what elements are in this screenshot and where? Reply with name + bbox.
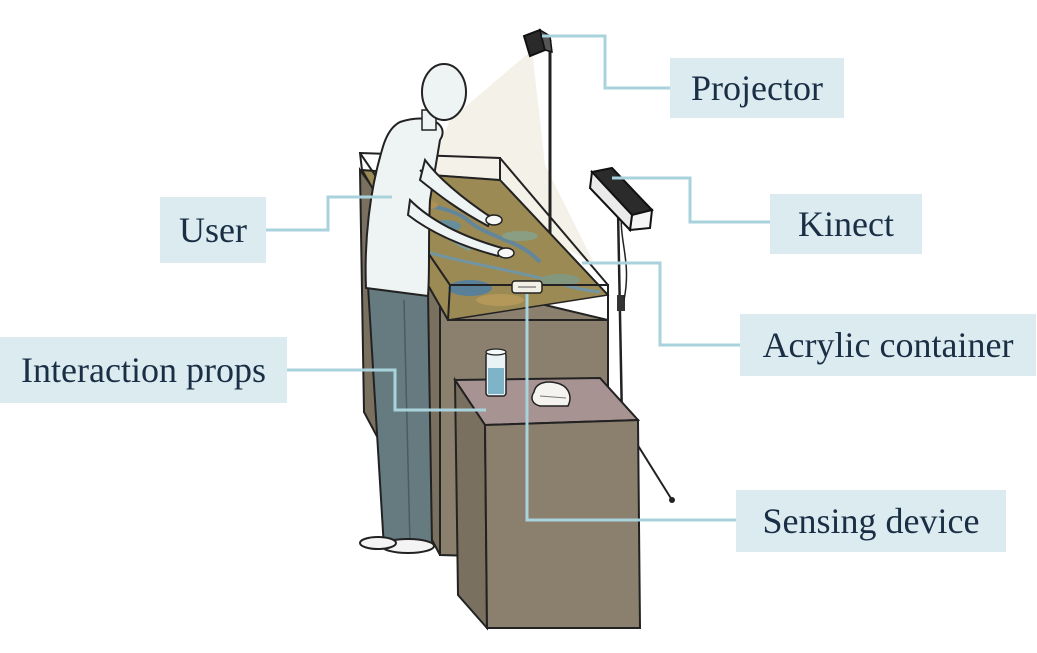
- acrylic-container-leader: [582, 261, 740, 347]
- kinect-label: Kinect: [770, 194, 922, 254]
- user-figure: [359, 63, 515, 554]
- water-glass-icon: [485, 348, 507, 397]
- interaction-props-leader: [287, 368, 486, 412]
- leader-lines: [266, 34, 770, 522]
- projector-icon: [522, 28, 553, 58]
- acrylic-container-label: Acrylic container: [740, 314, 1036, 376]
- side-table: [453, 376, 642, 631]
- sensing-device-label: Sensing device: [736, 490, 1006, 552]
- sensing-device-icon: [511, 280, 543, 294]
- user-label: User: [160, 197, 266, 263]
- interaction-props-label: Interaction props: [0, 337, 287, 403]
- sensing-device-leader: [525, 294, 736, 522]
- projector-leader: [542, 34, 670, 90]
- user-leader: [266, 195, 392, 232]
- kinect-icon: [588, 166, 654, 233]
- cloth-prop-icon: [531, 381, 571, 407]
- kinect-leader: [612, 176, 770, 224]
- projection-cone: [430, 50, 595, 265]
- projector-label: Projector: [670, 58, 844, 118]
